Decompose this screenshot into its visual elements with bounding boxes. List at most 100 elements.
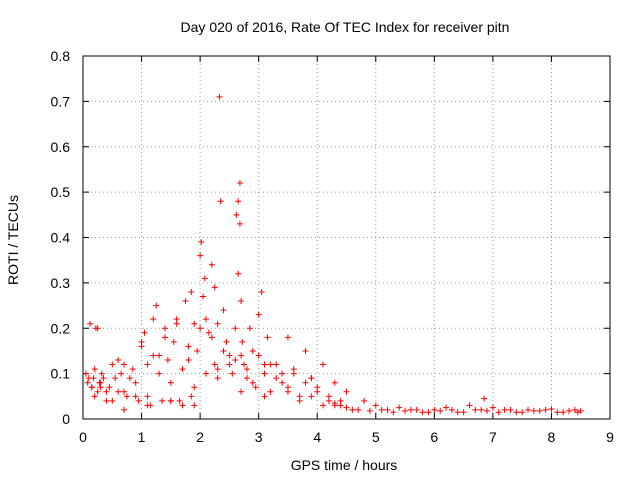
y-axis-label: ROTI / TECUs [5,195,21,285]
data-point [290,366,297,373]
data-point [159,397,166,404]
data-point [87,320,94,327]
data-point [267,388,274,395]
data-point [194,347,201,354]
data-point [343,404,350,411]
data-point [530,407,537,414]
data-point [94,325,101,332]
y-tick-label: 0.6 [51,139,71,155]
data-point [123,393,130,400]
data-point [542,406,549,413]
x-axis-ticks: 0 1 2 3 4 5 6 7 8 9 [79,56,614,445]
data-point [217,198,224,205]
data-point [214,375,221,382]
data-point [191,402,198,409]
data-point [484,407,491,414]
data-point [236,220,243,227]
data-point [331,379,338,386]
x-tick-label: 9 [606,429,614,445]
data-point [481,395,488,402]
data-point [156,352,163,359]
data-point [267,361,274,368]
data-point [97,379,104,386]
data-point [425,409,432,416]
data-point [150,316,157,323]
data-point [167,379,174,386]
data-point [320,402,327,409]
data-point [126,375,133,382]
data-point [161,334,168,341]
x-tick-label: 5 [372,429,380,445]
data-point [431,406,438,413]
data-point [112,375,119,382]
data-point [220,307,227,314]
data-point [258,288,265,295]
data-point [238,388,245,395]
grid-lines [83,56,610,419]
data-point [216,93,223,100]
data-point [560,409,567,416]
data-point [284,334,291,341]
data-point [308,375,315,382]
data-point [279,379,286,386]
data-point [211,361,218,368]
data-point [205,329,212,336]
data-point [161,325,168,332]
data-point [94,388,101,395]
data-point [129,366,136,373]
data-point [197,252,204,259]
data-point [252,384,259,391]
data-point [182,298,189,305]
data-point [135,397,142,404]
data-point [337,397,344,404]
x-axis-label: GPS time / hours [291,457,398,473]
data-point [156,370,163,377]
data-point [574,409,581,416]
data-point [214,366,221,373]
data-point [198,239,205,246]
data-point [201,275,208,282]
y-tick-label: 0.3 [51,275,71,291]
data-point [138,338,145,345]
data-point [355,406,362,413]
data-point [378,406,385,413]
data-point [220,347,227,354]
data-point [478,406,485,413]
data-point [82,370,89,377]
data-point [173,320,180,327]
data-point [448,406,455,413]
data-point [223,338,230,345]
data-point [144,402,151,409]
data-point [109,397,116,404]
data-point [454,409,461,416]
data-point [249,379,256,386]
data-point [507,406,514,413]
x-tick-label: 1 [138,429,146,445]
data-point [232,325,239,332]
data-point [191,320,198,327]
data-point [235,198,242,205]
x-tick-label: 4 [313,429,321,445]
data-point [396,404,403,411]
data-point [296,397,303,404]
data-point [519,409,526,416]
data-point [188,288,195,295]
data-point [255,311,262,318]
data-point [255,352,262,359]
data-point [233,211,240,218]
data-point [202,370,209,377]
data-point [525,406,532,413]
data-point [88,384,95,391]
data-point [235,270,242,277]
data-point [513,409,520,416]
data-point [261,393,268,400]
data-point [495,409,502,416]
data-point [548,406,555,413]
data-point [185,343,192,350]
data-point [115,357,122,364]
x-tick-label: 3 [255,429,263,445]
data-point [226,361,233,368]
data-point [413,406,420,413]
data-point [98,370,105,377]
data-point [443,404,450,411]
